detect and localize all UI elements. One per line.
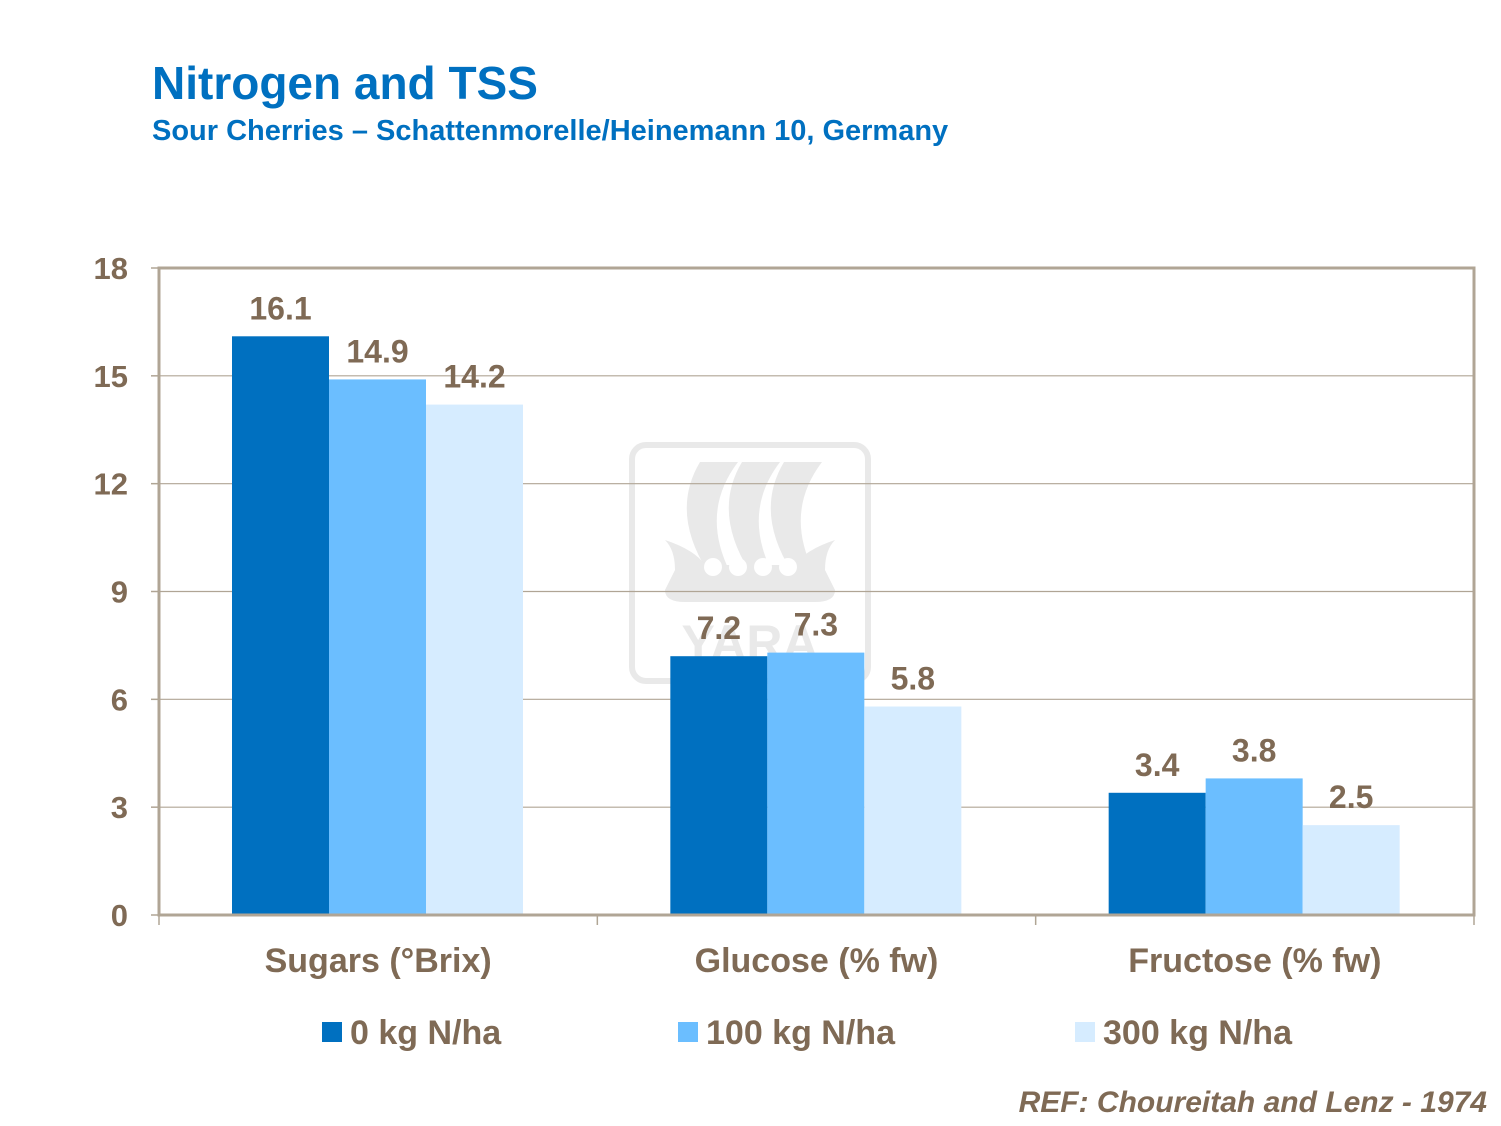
data-label: 14.9	[346, 333, 408, 369]
bar	[1302, 825, 1400, 915]
data-label: 5.8	[891, 661, 935, 697]
data-label: 3.4	[1135, 747, 1180, 783]
data-label: 14.2	[443, 359, 505, 395]
bar	[864, 706, 962, 915]
x-tick-label: Sugars (°Brix)	[265, 942, 492, 980]
legend-swatch	[678, 1022, 698, 1042]
bar	[670, 656, 768, 915]
bar	[1205, 778, 1303, 915]
legend-label: 300 kg N/ha	[1103, 1014, 1293, 1052]
bar	[426, 404, 523, 915]
y-tick-label: 3	[111, 790, 128, 825]
y-tick-label: 9	[111, 575, 128, 610]
bar	[232, 336, 329, 915]
reference-note: REF: Choureitah and Lenz - 1974	[1018, 1086, 1487, 1119]
data-label: 7.3	[794, 607, 838, 643]
plot-area-border	[157, 266, 1476, 917]
legend-swatch	[1075, 1022, 1095, 1042]
x-tick-label: Fructose (% fw)	[1128, 942, 1381, 980]
data-label: 2.5	[1329, 779, 1373, 815]
data-label: 3.8	[1232, 732, 1276, 768]
y-tick-label: 15	[94, 359, 128, 394]
bar	[329, 379, 426, 916]
chart-title: Nitrogen and TSS	[152, 57, 538, 109]
legend-label: 100 kg N/ha	[706, 1014, 896, 1052]
bar	[1108, 792, 1206, 915]
x-tick-label: Glucose (% fw)	[695, 942, 939, 980]
chart-subtitle: Sour Cherries – Schattenmorelle/Heineman…	[152, 115, 949, 147]
bar	[767, 652, 865, 915]
y-tick-label: 6	[111, 682, 128, 717]
y-tick-label: 12	[94, 467, 128, 502]
y-tick-label: 0	[111, 898, 128, 933]
data-label: 7.2	[697, 610, 741, 646]
legend-label: 0 kg N/ha	[350, 1014, 502, 1052]
legend-swatch	[322, 1022, 342, 1042]
yara-logo-watermark: YARA	[629, 442, 871, 684]
y-tick-label: 18	[94, 251, 128, 286]
data-label: 16.1	[249, 290, 311, 326]
